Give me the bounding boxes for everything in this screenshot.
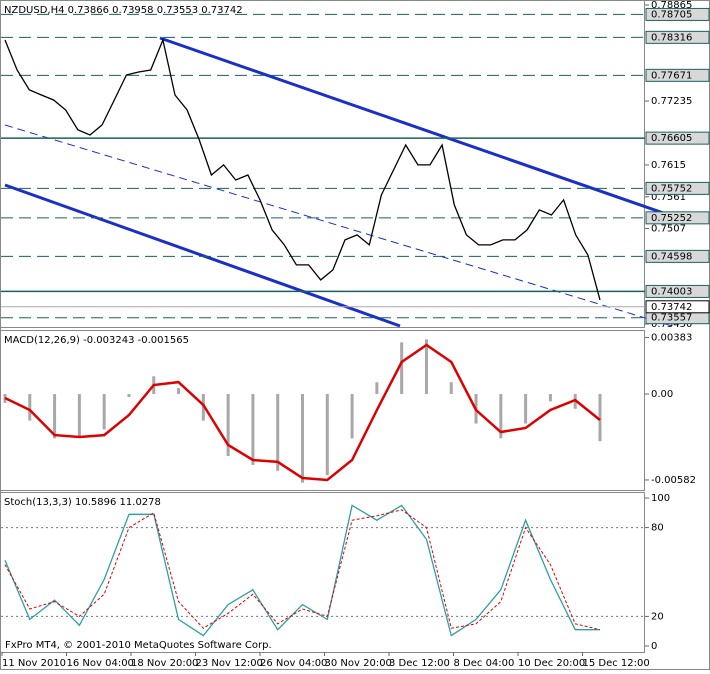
channel-upper <box>159 36 673 218</box>
macd-bar <box>400 342 404 395</box>
x-tick-label: 11 Nov 2010 <box>2 658 66 669</box>
level-label: 0.75252 <box>651 213 692 224</box>
x-tick-label: 16 Nov 04:00 <box>67 658 134 669</box>
macd-bar <box>548 394 552 402</box>
level-label: 0.74598 <box>651 251 692 262</box>
macd-bar <box>350 394 354 439</box>
level-label: 0.73557 <box>651 313 692 324</box>
series-line <box>4 504 600 637</box>
level-box <box>645 249 710 263</box>
channel-lower <box>4 183 401 328</box>
level-box <box>645 211 710 225</box>
level-box <box>645 7 710 21</box>
x-tick-label: 3 Dec 12:00 <box>389 658 450 669</box>
x-tick-label: 15 Dec 12:00 <box>583 658 650 669</box>
macd-bar <box>301 394 304 483</box>
y-tick-label: 0.73450 <box>651 319 692 330</box>
price-title: NZDUSD,H4 0.73866 0.73958 0.73553 0.7374… <box>4 5 243 16</box>
y-tick-label: 0.7561 <box>651 192 686 203</box>
x-tick-label: 8 Dec 04:00 <box>454 658 515 669</box>
y-tick-label: 0 <box>651 641 657 652</box>
macd-title: MACD(12,26,9) -0.003243 -0.001565 <box>4 335 189 346</box>
y-tick-label: 0.78865 <box>651 0 692 11</box>
macd-bar <box>102 394 106 430</box>
level-box <box>645 68 710 82</box>
series-line <box>4 509 601 631</box>
level-label: 0.74003 <box>651 286 692 297</box>
stoch-panel <box>0 492 645 653</box>
macd-bar <box>53 394 57 439</box>
macd-bar <box>499 394 503 439</box>
y-tick-label: 0.7507 <box>651 224 686 235</box>
level-label: 0.78316 <box>651 32 692 43</box>
x-tick-label: 10 Dec 20:00 <box>518 658 585 669</box>
x-tick-label: 30 Nov 20:00 <box>325 658 392 669</box>
level-label: 0.76605 <box>651 133 692 144</box>
level-box <box>645 284 710 298</box>
macd-bar <box>177 388 181 395</box>
y-tick-label: 20 <box>651 611 664 622</box>
series-line <box>4 37 601 301</box>
y-tick-label: 100 <box>651 493 670 504</box>
current-price-box <box>645 300 710 314</box>
macd-bar <box>375 382 379 395</box>
macd-bar <box>226 394 230 457</box>
stoch-title: Stoch(13,3,3) 10.5896 11.0278 <box>4 497 161 508</box>
y-tick-label: 0.77235 <box>651 96 692 107</box>
x-tick-label: 18 Nov 20:00 <box>131 658 198 669</box>
footer: FxPro MT4, © 2001-2010 MetaQuotes Softwa… <box>5 640 272 651</box>
price-panel <box>0 0 645 328</box>
level-label: 0.75752 <box>651 183 692 194</box>
x-tick-label: 23 Nov 12:00 <box>196 658 263 669</box>
macd-bar <box>449 382 453 395</box>
macd-bar <box>325 394 329 476</box>
level-box <box>645 131 710 145</box>
level-box <box>645 181 710 195</box>
macd-bar <box>276 394 280 471</box>
macd-bar <box>251 394 255 465</box>
macd-panel <box>0 330 645 491</box>
series-line <box>4 343 601 482</box>
y-tick-label: 80 <box>651 523 664 534</box>
y-tick-label: 0.7615 <box>651 160 686 171</box>
macd-bar <box>127 394 131 397</box>
current-price-label: 0.73742 <box>651 302 692 313</box>
level-box <box>645 30 710 44</box>
y-tick-label: -0.00582 <box>651 475 696 486</box>
y-tick-label: 0.00383 <box>651 332 692 343</box>
macd-bar <box>598 394 602 442</box>
macd-bar <box>424 339 428 395</box>
y-tick-label: 0.00 <box>651 389 673 400</box>
macd-bar <box>77 394 81 437</box>
level-label: 0.77671 <box>651 70 692 81</box>
macd-bar <box>524 394 528 424</box>
macd-bar <box>28 394 32 421</box>
level-label: 0.78705 <box>651 9 692 20</box>
x-tick-label: 26 Nov 04:00 <box>260 658 327 669</box>
